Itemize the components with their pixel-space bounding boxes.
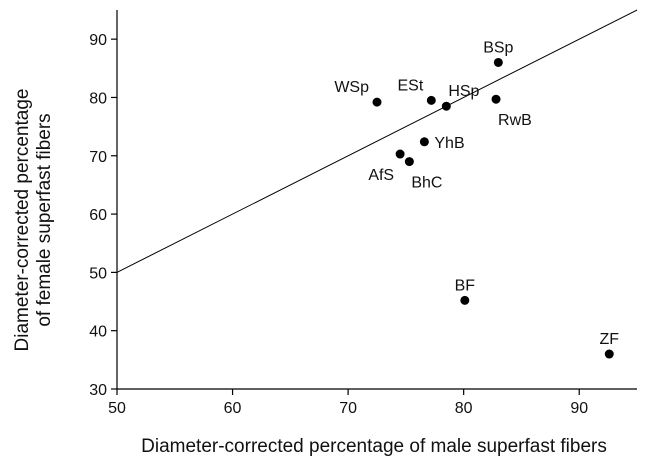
data-point-bf — [460, 295, 470, 305]
data-label-yhb: YhB — [434, 135, 464, 152]
x-tick-label: 80 — [455, 400, 473, 417]
y-axis-title-line-1: Diameter-corrected percentage — [12, 89, 33, 352]
data-point-est — [426, 95, 436, 105]
data-label-bf: BF — [455, 277, 476, 294]
data-label-est: ESt — [398, 77, 424, 94]
y-tick-label: 30 — [89, 382, 107, 399]
data-label-bsp: BSp — [483, 39, 513, 56]
y-axis-title-line-2: of female superfast fibers — [34, 113, 55, 326]
axes — [116, 10, 637, 390]
data-point-hsp — [441, 101, 451, 111]
data-point-rwb — [491, 94, 501, 104]
data-point-bsp — [493, 57, 503, 67]
x-tick-label: 60 — [224, 400, 242, 417]
data-point-bhc — [404, 157, 414, 167]
y-tick-label: 80 — [89, 90, 107, 107]
identity-line — [116, 9, 638, 273]
data-labels: BSp WSp ESt HSp RwB YhB AfS BhC BF ZF — [334, 39, 619, 348]
tick-labels: 50 60 70 80 90 30 40 50 60 70 80 90 — [89, 32, 588, 417]
y-tick-label: 60 — [89, 207, 107, 224]
data-point-zf — [604, 349, 614, 359]
y-tick-label: 40 — [89, 324, 107, 341]
data-label-hsp: HSp — [448, 83, 479, 100]
data-label-wsp: WSp — [334, 79, 369, 96]
data-label-zf: ZF — [599, 331, 619, 348]
x-axis-title: Diameter-corrected percentage of male su… — [141, 436, 607, 457]
x-tick-label: 90 — [570, 400, 588, 417]
data-point-yhb — [419, 137, 429, 147]
tick-marks — [111, 38, 580, 395]
y-tick-label: 50 — [89, 265, 107, 282]
data-point-afs — [395, 149, 405, 159]
data-label-bhc: BhC — [411, 175, 442, 192]
y-axis-title: Diameter-corrected percentage of female … — [12, 89, 55, 352]
data-label-afs: AfS — [368, 167, 394, 184]
data-label-rwb: RwB — [498, 112, 532, 129]
data-point-wsp — [372, 97, 382, 107]
data-points — [372, 57, 614, 359]
x-tick-label: 50 — [108, 400, 126, 417]
y-tick-label: 70 — [89, 149, 107, 166]
reference-line-group — [116, 9, 638, 273]
x-tick-label: 70 — [339, 400, 357, 417]
y-tick-label: 90 — [89, 32, 107, 49]
